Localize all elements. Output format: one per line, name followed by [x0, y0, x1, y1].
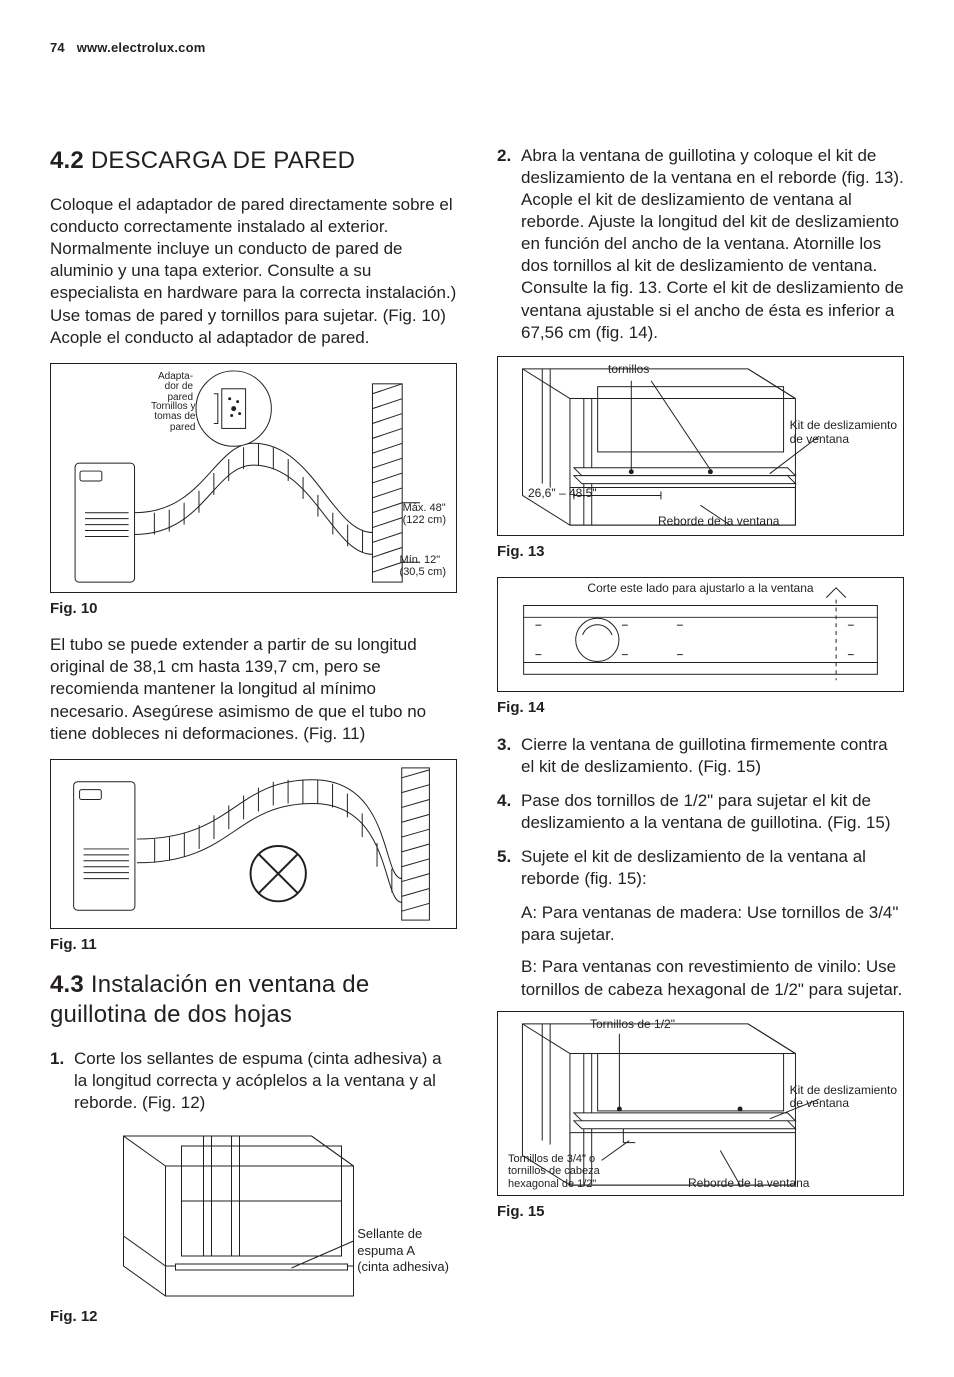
- step-1-text: Corte los sellantes de espuma (cinta adh…: [74, 1048, 457, 1114]
- step-4-text: Pase dos tornillos de 1/2" para sujetar …: [521, 790, 904, 834]
- step-3-marker: 3.: [497, 734, 521, 778]
- fig13-label-screws: tornillos: [608, 363, 649, 377]
- figure-13: tornillos Kit de deslizamientode ventana…: [497, 356, 904, 536]
- figure-12: Sellante deespuma A(cinta adhesiva): [50, 1126, 457, 1301]
- figure-15: Tornillos de 1/2" Kit de deslizamientode…: [497, 1011, 904, 1196]
- step-5a: A: Para ventanas de madera: Use tornillo…: [521, 902, 904, 946]
- step-1: 1. Corte los sellantes de espuma (cinta …: [50, 1048, 457, 1114]
- fig14-label-cut: Corte este lado para ajustarlo a la vent…: [498, 582, 903, 596]
- page-header: 74 www.electrolux.com: [50, 40, 904, 57]
- header-url: www.electrolux.com: [77, 40, 206, 55]
- page-number: 74: [50, 40, 65, 55]
- fig15-label-top-screws: Tornillos de 1/2": [590, 1018, 675, 1032]
- figure-11: [50, 759, 457, 929]
- step-3: 3. Cierre la ventana de guillotina firme…: [497, 734, 904, 778]
- figure-10-svg: [51, 364, 456, 592]
- fig15-label-hex: Tornillos de 3/4" otornillos de cabezahe…: [508, 1153, 600, 1191]
- step-1-marker: 1.: [50, 1048, 74, 1114]
- figure-12-caption: Fig. 12: [50, 1307, 457, 1327]
- content-columns: 4.2 DESCARGA DE PARED Coloque el adaptad…: [50, 145, 904, 1327]
- step-2-marker: 2.: [497, 145, 521, 344]
- section-4-2-paragraph-2: El tubo se puede extender a partir de su…: [50, 634, 457, 744]
- fig10-label-screws: Tornillos ytomas depared: [151, 402, 195, 434]
- right-column: 2. Abra la ventana de guillotina y coloq…: [497, 145, 904, 1327]
- section-4-2-paragraph-1: Coloque el adaptador de pared directamen…: [50, 194, 457, 349]
- figure-14: Corte este lado para ajustarlo a la vent…: [497, 577, 904, 692]
- figure-10-caption: Fig. 10: [50, 599, 457, 619]
- section-4-3-number: 4.3: [50, 971, 84, 998]
- step-5-sublist: A: Para ventanas de madera: Use tornillo…: [497, 902, 904, 1000]
- section-4-2-title: DESCARGA DE PARED: [91, 147, 355, 174]
- section-4-3-title: Instalación en ventana de guillotina de …: [50, 971, 369, 1028]
- fig15-label-kit: Kit de deslizamientode ventana: [790, 1084, 897, 1112]
- left-column: 4.2 DESCARGA DE PARED Coloque el adaptad…: [50, 145, 457, 1327]
- figure-12-svg: [50, 1126, 457, 1301]
- step-5-text: Sujete el kit de deslizamiento de la ven…: [521, 846, 904, 890]
- step-5b: B: Para ventanas con revestimiento de vi…: [521, 956, 904, 1000]
- fig10-label-min: Mín. 12"(30,5 cm): [400, 554, 446, 579]
- step-4-marker: 4.: [497, 790, 521, 834]
- fig13-label-sill: Reborde de la ventana: [658, 515, 779, 529]
- figure-13-caption: Fig. 13: [497, 542, 904, 562]
- steps-list-right-1: 2. Abra la ventana de guillotina y coloq…: [497, 145, 904, 344]
- figure-11-svg: [51, 760, 456, 928]
- step-4: 4. Pase dos tornillos de 1/2" para sujet…: [497, 790, 904, 834]
- step-2-text: Abra la ventana de guillotina y coloque …: [521, 145, 904, 344]
- section-4-2-heading: 4.2 DESCARGA DE PARED: [50, 145, 457, 176]
- fig10-label-adapter: Adapta-dor depared: [158, 372, 193, 404]
- section-4-3-heading: 4.3 Instalación en ventana de guillotina…: [50, 970, 457, 1030]
- section-4-2-number: 4.2: [50, 147, 84, 174]
- step-5-marker: 5.: [497, 846, 521, 890]
- step-5: 5. Sujete el kit de deslizamiento de la …: [497, 846, 904, 890]
- fig12-label-foam: Sellante deespuma A(cinta adhesiva): [357, 1226, 449, 1275]
- figure-14-caption: Fig. 14: [497, 698, 904, 718]
- figure-11-caption: Fig. 11: [50, 935, 457, 955]
- steps-list-right-2: 3. Cierre la ventana de guillotina firme…: [497, 734, 904, 891]
- fig13-label-dim: 26,6" – 48,5": [528, 487, 597, 501]
- fig10-label-max: Máx. 48"(122 cm): [403, 502, 446, 527]
- step-2: 2. Abra la ventana de guillotina y coloq…: [497, 145, 904, 344]
- step-3-text: Cierre la ventana de guillotina firmemen…: [521, 734, 904, 778]
- steps-list-left: 1. Corte los sellantes de espuma (cinta …: [50, 1048, 457, 1114]
- figure-15-caption: Fig. 15: [497, 1202, 904, 1222]
- fig13-label-kit: Kit de deslizamientode ventana: [790, 419, 897, 447]
- figure-10: Adapta-dor depared Tornillos ytomas depa…: [50, 363, 457, 593]
- fig15-label-sill: Reborde de la ventana: [688, 1177, 809, 1191]
